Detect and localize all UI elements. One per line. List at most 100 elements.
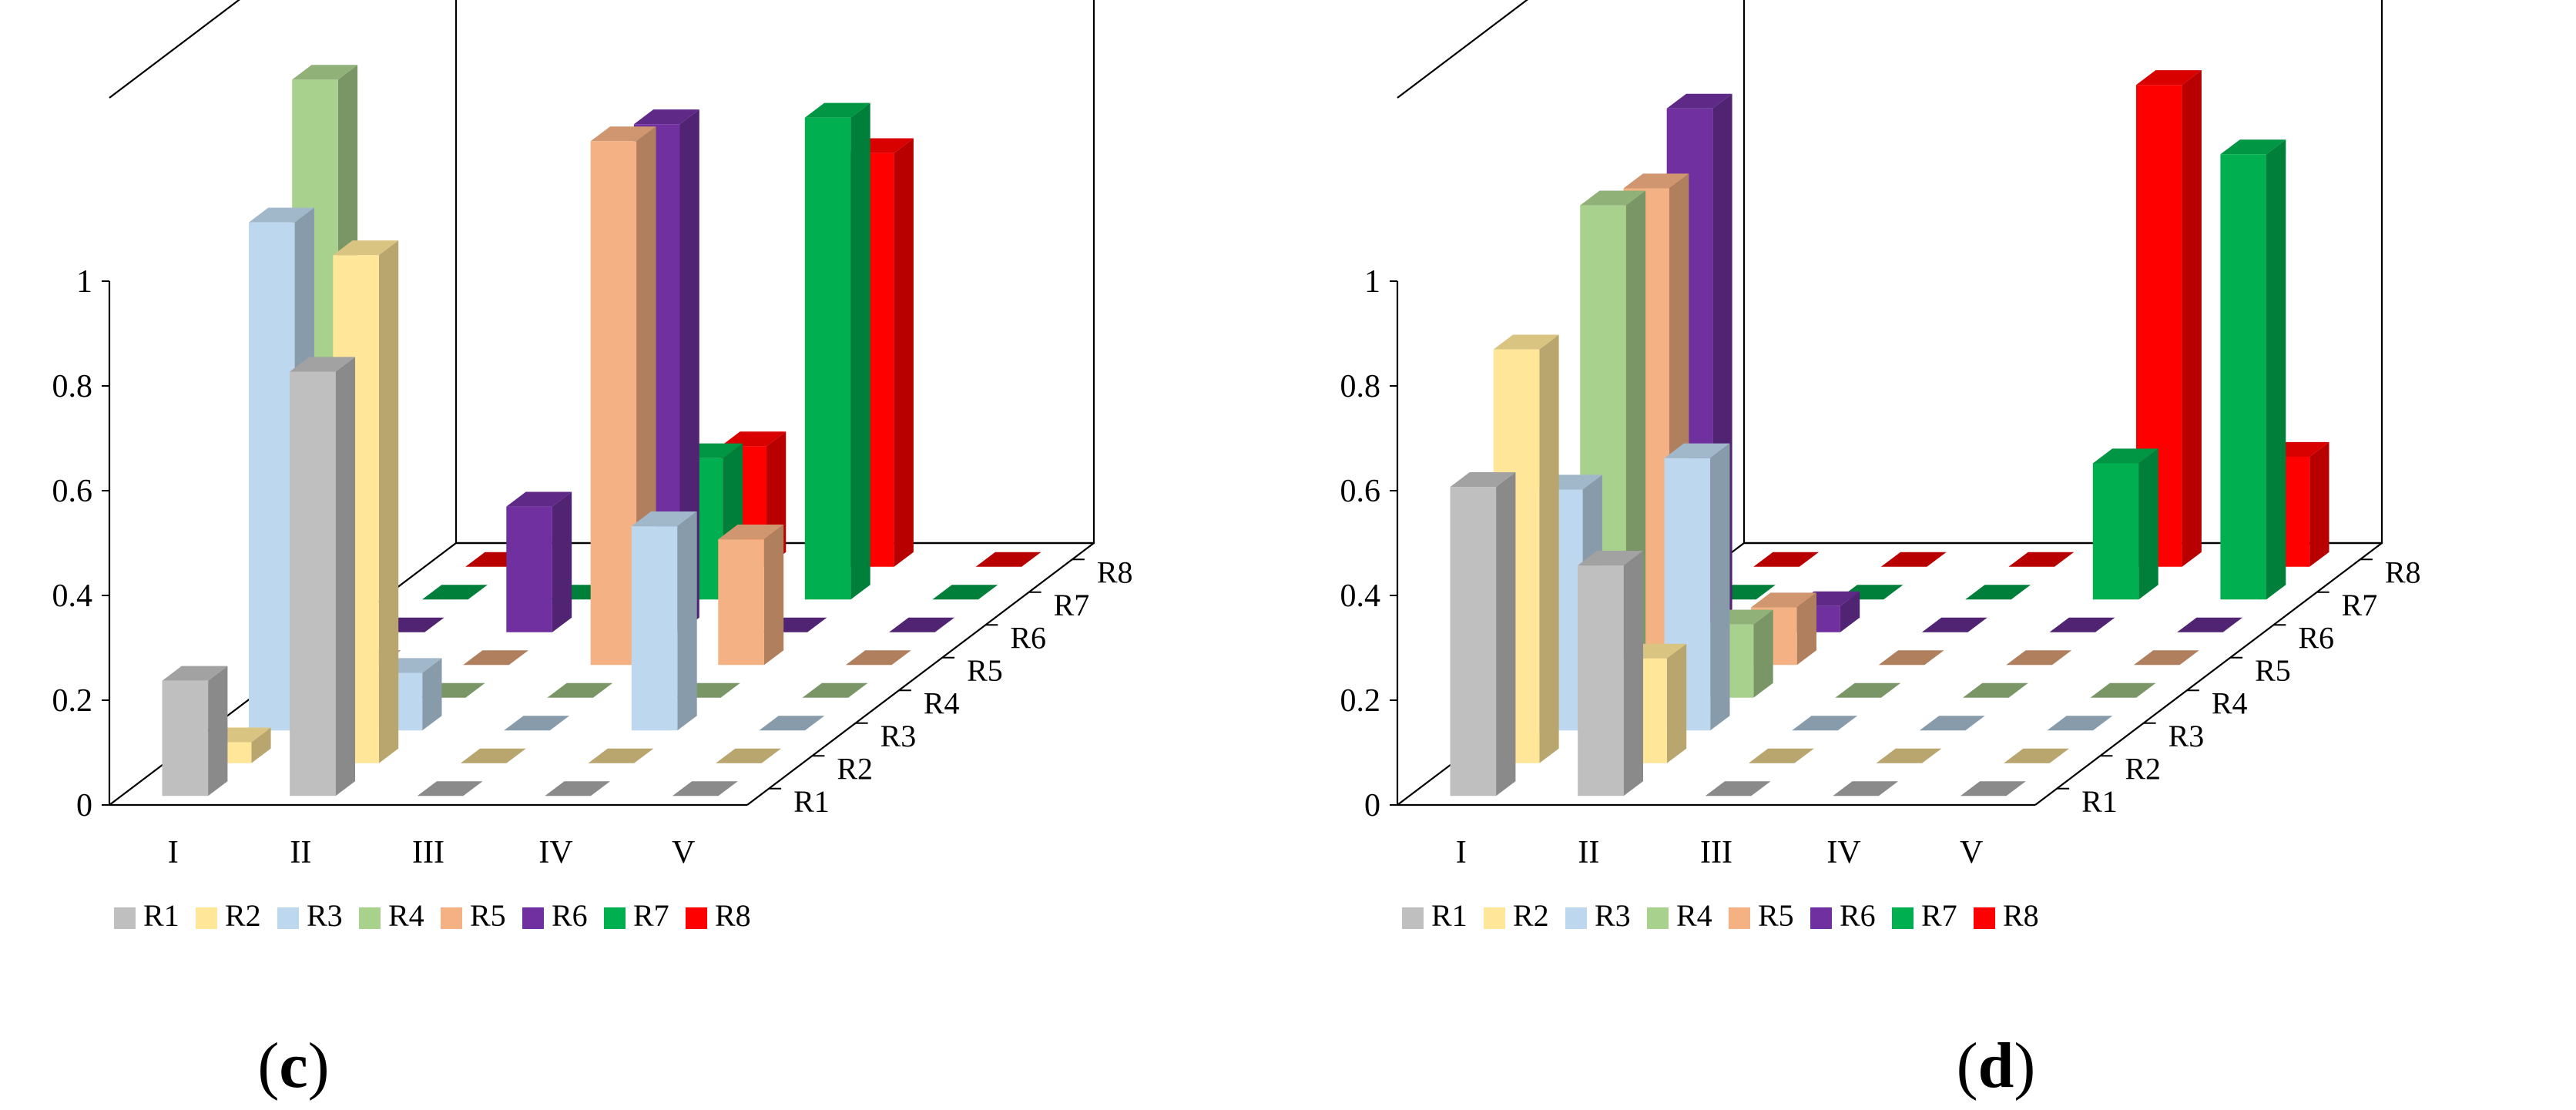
bar-R6-V: [889, 617, 954, 632]
bar-front: [2136, 85, 2182, 567]
legend-label-R2: R2: [225, 898, 261, 933]
caption-d-letter: d: [1977, 1030, 2014, 1102]
bar-side: [422, 658, 442, 731]
depth-tick-label: R4: [2212, 686, 2248, 720]
bar-side: [1796, 592, 1816, 666]
bar-front: [162, 680, 209, 796]
bar-side: [2138, 448, 2158, 600]
depth-tick-label: R3: [880, 719, 917, 753]
z-tick-label: 0.4: [1340, 578, 1381, 614]
bar-R4-V: [802, 682, 868, 698]
bar-R2-IV: [1876, 748, 1942, 763]
bar-side: [763, 525, 784, 666]
legend-label-R5: R5: [1758, 898, 1794, 933]
bar-side: [1539, 334, 1559, 763]
depth-tick-label: R8: [2385, 555, 2421, 589]
bar-R3-III: [1792, 716, 1858, 731]
x-tick-label: IV: [538, 835, 572, 870]
bar-top: [162, 666, 228, 681]
legend-label-R4: R4: [388, 898, 424, 933]
bar-top: [1664, 443, 1730, 458]
bar-R1-II: [1578, 551, 1643, 796]
caption-d: (d): [1956, 1030, 2036, 1102]
bar-R4-III: [547, 682, 613, 698]
depth-tick-label: R2: [837, 751, 873, 786]
x-tick-label: V: [1960, 835, 1983, 870]
z-tick-label: 1: [76, 264, 92, 300]
depth-tick-label: R8: [1097, 555, 1133, 589]
bar-side: [2266, 139, 2286, 600]
caption-c: (c): [257, 1030, 330, 1102]
z-tick-label: 0.4: [52, 578, 93, 614]
bar-front: [804, 117, 851, 600]
bar-side: [1623, 551, 1643, 796]
legend-swatch-R6: [1810, 907, 1832, 929]
legend-label-R1: R1: [143, 898, 179, 933]
depth-tick-label: R6: [2298, 620, 2334, 655]
legend-label-R5: R5: [470, 898, 506, 933]
chart-panel-c: 0 0.2 0.4 0.6 0.8 1 I II III IV V R1 R2 R3 R4 R5 R6 R7 R8 R…: [52, 0, 1133, 933]
legend: R1 R2 R3 R4 R5 R6 R7 R8: [1402, 898, 2039, 933]
depth-tick-label: R5: [967, 653, 1003, 688]
x-tick-label: V: [672, 835, 695, 870]
bar-R8-V: [975, 552, 1041, 567]
caption-c-letter: c: [279, 1030, 308, 1102]
bar-top: [1493, 334, 1559, 350]
legend-swatch-R5: [441, 907, 462, 929]
x-tick-label: IV: [1826, 835, 1860, 870]
bar-top: [631, 511, 697, 527]
z-tick-label: 0.2: [1340, 683, 1381, 719]
z-tick-label: 0.6: [1340, 474, 1381, 509]
legend-label-R7: R7: [1921, 898, 1957, 933]
bar-R8-IV: [2136, 70, 2202, 567]
x-tick-label: II: [290, 835, 311, 870]
bar-R5-III: [1878, 650, 1944, 666]
legend-label-R1: R1: [1431, 898, 1467, 933]
legend-label-R4: R4: [1676, 898, 1712, 933]
depth-tick-label: R5: [2255, 653, 2291, 688]
bar-side: [1496, 472, 1516, 796]
bar-top: [633, 109, 699, 125]
bar-R1-V: [1960, 781, 2026, 796]
legend-swatch-R2: [1484, 907, 1505, 929]
bar-R7-V: [2220, 139, 2286, 600]
bar-side: [1753, 609, 1773, 698]
x-tick-label: III: [1700, 835, 1732, 870]
legend-label-R2: R2: [1513, 898, 1549, 933]
bar-R6-V: [2177, 617, 2242, 632]
bar-R7-I: [422, 585, 488, 600]
z-tick-label: 0.8: [52, 369, 93, 404]
bar-R4-IV: [1963, 682, 2028, 698]
depth-tick-label: R3: [2168, 719, 2205, 753]
bar-side: [2309, 441, 2329, 567]
bar-R6-II: [506, 491, 572, 632]
bar-R6-III: [1921, 617, 1987, 632]
bar-side: [335, 357, 355, 796]
depth-axis: [746, 542, 1095, 806]
z-tick-label: 0: [1364, 788, 1380, 823]
bar-top: [1450, 472, 1516, 488]
bar-R1-III: [1705, 781, 1771, 796]
legend-swatch-R8: [686, 907, 707, 929]
depth-tick-label: R1: [2081, 784, 2118, 819]
bar-R5-IV: [718, 525, 784, 666]
bar-front: [631, 526, 678, 731]
bar-side: [1840, 591, 1860, 632]
z-tick-label: 0.6: [52, 474, 93, 509]
legend-swatch-R1: [1402, 907, 1424, 929]
bar-top: [2220, 139, 2286, 155]
bar-R3-IV: [631, 511, 697, 731]
z-tick-label: 0.8: [1340, 369, 1381, 404]
legend-swatch-R8: [1974, 907, 1995, 929]
depth-tick-label: R7: [1054, 588, 1090, 622]
legend-swatch-R7: [604, 907, 626, 929]
chart-d-svg: 00.20.40.60.81I II III IV VR1R2R3R4R5R6R7R8R…: [1340, 0, 2421, 933]
bar-R2-IV: [588, 748, 654, 763]
x-tick-label: I: [1456, 835, 1467, 870]
bar-R5-II: [463, 650, 528, 666]
legend-label-R6: R6: [1840, 898, 1876, 933]
bar-side: [1710, 443, 1730, 731]
legend-label-R8: R8: [715, 898, 751, 933]
depth-tick-label: R7: [2342, 588, 2378, 622]
bar-side: [677, 511, 697, 731]
